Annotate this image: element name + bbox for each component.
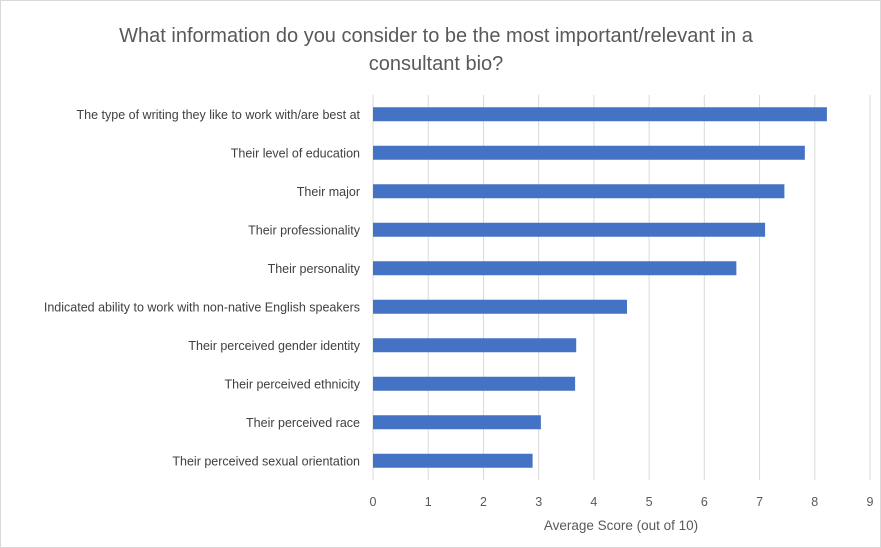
x-tick-label: 8: [811, 495, 818, 509]
chart-title-line-2: consultant bio?: [369, 53, 504, 75]
bar: [373, 261, 737, 276]
category-label: Indicated ability to work with non-nativ…: [44, 300, 360, 314]
bars: [373, 107, 827, 468]
bar: [373, 453, 533, 468]
category-label: Their perceived ethnicity: [225, 377, 361, 391]
x-tick-label: 2: [480, 495, 487, 509]
category-label: Their level of education: [231, 146, 360, 160]
bar: [373, 107, 827, 122]
category-label: Their perceived race: [246, 416, 360, 430]
category-label: Their personality: [268, 262, 361, 276]
bar: [373, 376, 576, 391]
x-tick-label: 5: [646, 495, 653, 509]
bar: [373, 145, 805, 160]
x-tick-label: 4: [590, 495, 597, 509]
x-tick-label: 6: [701, 495, 708, 509]
bar: [373, 415, 541, 430]
x-tick-label: 7: [756, 495, 763, 509]
bar: [373, 222, 766, 237]
x-tick-labels: 0 1 2 3 4 5 6 7 8 9: [370, 495, 874, 509]
bar: [373, 299, 628, 314]
x-tick-label: 1: [425, 495, 432, 509]
chart-title-line-1: What information do you consider to be t…: [119, 25, 754, 47]
category-label: Their professionality: [248, 223, 361, 237]
x-tick-label: 3: [535, 495, 542, 509]
category-label: Their perceived sexual orientation: [172, 454, 360, 468]
x-tick-label: 0: [370, 495, 377, 509]
category-label: Their major: [297, 185, 360, 199]
category-label: Their perceived gender identity: [188, 339, 360, 353]
category-labels: The type of writing they like to work wi…: [44, 108, 361, 469]
x-tick-label: 9: [867, 495, 874, 509]
bar: [373, 338, 577, 353]
x-axis-label: Average Score (out of 10): [544, 518, 698, 533]
bar: [373, 184, 785, 199]
category-label: The type of writing they like to work wi…: [77, 108, 361, 122]
